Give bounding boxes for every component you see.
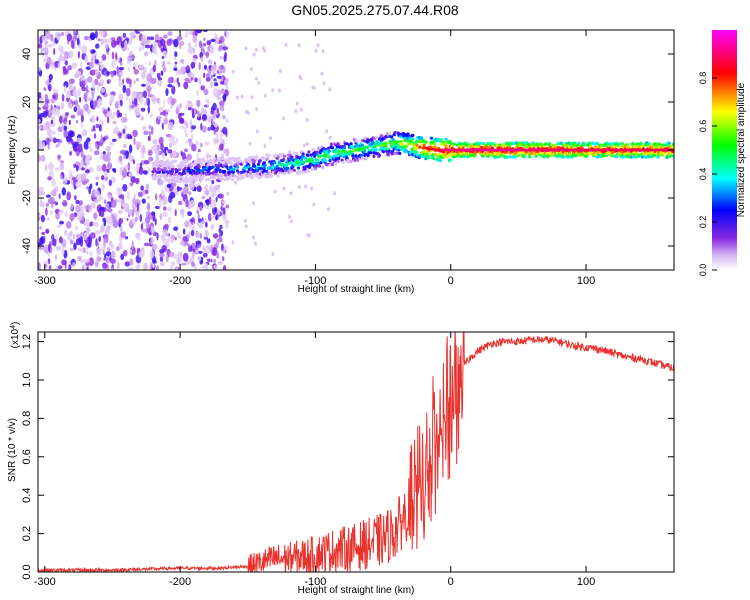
snr-frame <box>37 331 675 573</box>
colorbar-tick-label: 0.6 <box>698 120 708 133</box>
y-tick-label: -20 <box>21 190 33 206</box>
y-tick-label: 0 <box>21 147 33 153</box>
snr-scale-label: (x104) <box>10 322 22 349</box>
figure-title: GN05.2025.275.07.44.R08 <box>291 2 459 18</box>
snr-ylabel: SNR (10 * v/v) <box>7 418 18 482</box>
colorbar-tick-label: 0.2 <box>698 216 708 229</box>
x-tick-label: -200 <box>169 275 191 287</box>
y-tick-label: 0.2 <box>21 526 33 541</box>
colorbar: 0.0 0.2 0.4 0.6 0.8 Normalized spectral ampl… <box>698 30 747 276</box>
colorbar-label: Normalized spectral amplitude <box>736 82 747 217</box>
colorbar-tick-label: 0.4 <box>698 168 708 181</box>
spectrogram-xlabel: Height of straight line (km) <box>298 284 415 295</box>
x-tick-label: -100 <box>304 576 326 588</box>
y-tick-label: 0.4 <box>21 488 33 503</box>
colorbar-ticks: 0.0 0.2 0.4 0.6 0.8 <box>698 72 717 277</box>
y-tick-label: -40 <box>21 238 33 254</box>
spectrogram-heatmap <box>38 30 674 270</box>
colorbar-tick-label: 0.0 <box>698 264 708 277</box>
y-tick-label: 1.0 <box>21 372 33 387</box>
x-tick-label: 0 <box>448 576 454 588</box>
x-tick-label: -300 <box>34 275 56 287</box>
snr-panel: -300 -200 -100 0 100 0.0 0.2 0.4 0.6 0.8 1.0 1.2 He… <box>7 322 675 596</box>
y-tick-label: 0.8 <box>21 411 33 426</box>
snr-xlabel: Height of straight line (km) <box>298 585 415 596</box>
y-tick-label: 0.6 <box>21 449 33 464</box>
x-tick-label: 0 <box>448 275 454 287</box>
y-tick-label: 1.2 <box>21 334 33 349</box>
snr-ticks: -300 -200 -100 0 100 0.0 0.2 0.4 0.6 0.8 1.0 1.2 <box>21 332 674 588</box>
x-tick-label: 100 <box>577 576 595 588</box>
y-tick-label: 20 <box>21 96 33 108</box>
snr-series-line <box>38 332 674 572</box>
spectrogram-ylabel: Frequency (Hz) <box>7 116 18 185</box>
y-tick-label: 0.0 <box>21 564 33 579</box>
x-tick-label: -100 <box>304 275 326 287</box>
x-tick-label: -300 <box>34 576 56 588</box>
y-tick-label: 40 <box>21 48 33 60</box>
colorbar-gradient <box>712 30 737 270</box>
colorbar-tick-label: 0.8 <box>698 72 708 85</box>
x-tick-label: 100 <box>577 275 595 287</box>
x-tick-label: -200 <box>169 576 191 588</box>
